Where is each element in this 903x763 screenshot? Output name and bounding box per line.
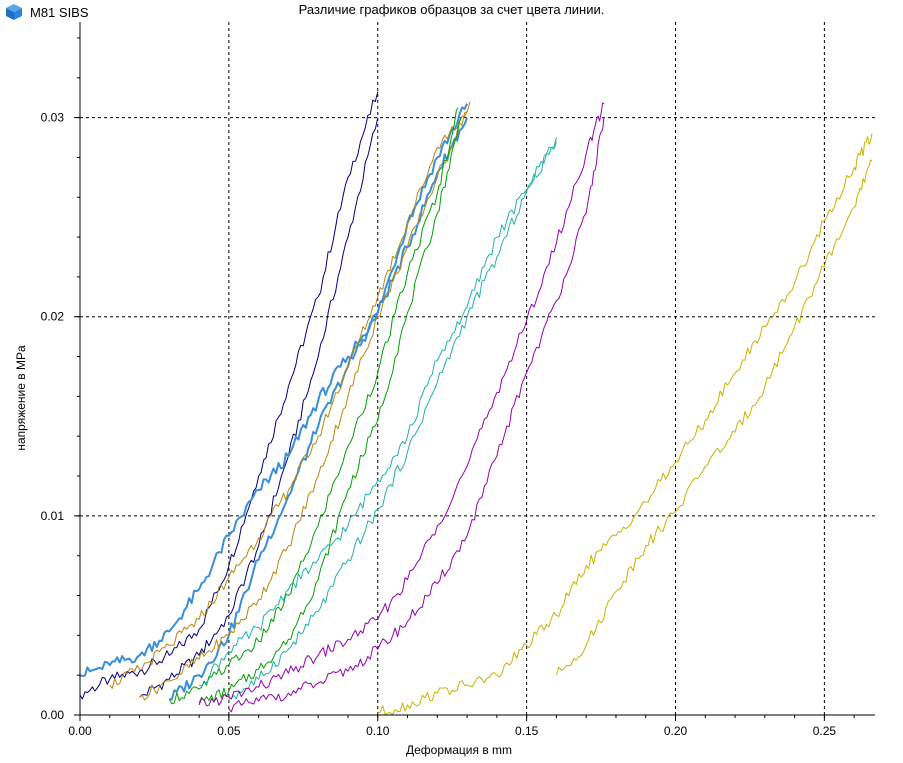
app-badge: M81 SIBS — [4, 2, 89, 22]
axes — [79, 22, 875, 716]
series-line — [109, 111, 468, 689]
x-tick-label: 0.00 — [68, 724, 92, 738]
series-line — [228, 141, 557, 700]
y-tick-label: 0.03 — [41, 111, 65, 125]
series-line — [198, 102, 605, 707]
y-tick-label: 0.01 — [41, 509, 65, 523]
series-line — [168, 107, 459, 705]
y-axis-label: напряжение в MPa — [14, 345, 28, 451]
series-line — [555, 159, 873, 676]
series-line — [139, 101, 471, 701]
y-tick-label: 0.00 — [41, 708, 65, 722]
series-line — [139, 117, 379, 698]
series-line — [198, 137, 557, 687]
series-line — [169, 117, 469, 701]
series-line — [79, 91, 379, 700]
app-name: M81 SIBS — [30, 4, 89, 20]
grid — [80, 22, 875, 715]
x-tick-label: 0.10 — [366, 724, 390, 738]
series-group — [79, 91, 873, 715]
x-tick-label: 0.05 — [217, 724, 241, 738]
series-line — [228, 117, 605, 713]
series-line — [198, 117, 462, 704]
x-tick-label: 0.25 — [813, 724, 837, 738]
x-axis-label: Деформация в mm — [406, 743, 512, 757]
ticks: 0.00 0.05 0.10 0.15 0.20 0.25 0.00 0.01 0.02 0.03 — [41, 37, 855, 738]
x-tick-label: 0.20 — [664, 724, 688, 738]
series-line — [79, 103, 469, 677]
series-line — [377, 133, 873, 715]
x-tick-label: 0.15 — [515, 724, 539, 738]
chart-title: Различие графиков образцов за счет цвета… — [298, 2, 605, 17]
blue-cube-icon — [6, 4, 22, 20]
y-tick-label: 0.02 — [41, 310, 65, 324]
